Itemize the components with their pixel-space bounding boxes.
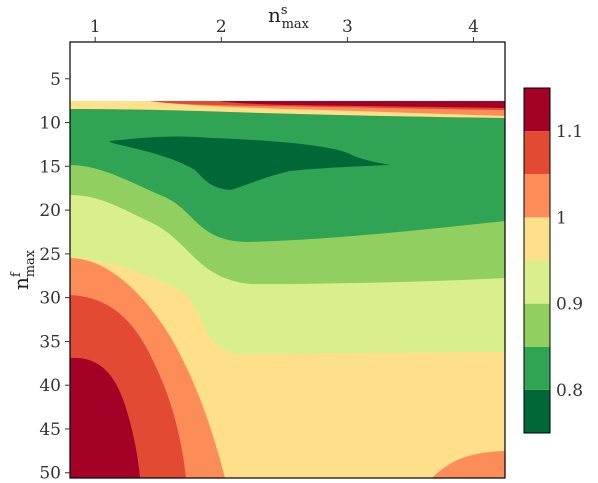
y-axis: 5 10 15 20 25 30 35 40 45 50	[39, 70, 70, 483]
y-tick-label: 30	[39, 289, 61, 309]
colorbar-tick-label: 0.9	[556, 295, 583, 315]
y-tick-label: 50	[39, 464, 61, 483]
x-axis: 1 2 3 4	[90, 17, 479, 42]
colorbar-segment	[524, 389, 550, 433]
region-orange-bottomright	[432, 451, 505, 478]
colorbar-segment	[524, 260, 550, 304]
region-darkestgreen	[109, 136, 390, 190]
y-tick-label: 10	[39, 114, 61, 134]
x-tick-label: 1	[90, 17, 101, 37]
axis-titles: ns max nfmax	[9, 3, 310, 290]
y-tick-label: 20	[39, 201, 61, 221]
y-tick-label: 40	[39, 376, 61, 396]
colorbar-border	[523, 87, 551, 434]
colorbar: 0.8 0.9 1 1.1	[523, 87, 583, 434]
colorbar-segment	[524, 131, 550, 175]
colorbar-tick-label: 1	[556, 208, 567, 228]
colorbar-tick-label: 1.1	[556, 122, 583, 142]
region-top-darkred	[220, 101, 505, 108]
y-axis-title: nfmax	[9, 249, 38, 290]
y-tick-label: 5	[50, 70, 61, 90]
colorbar-tick-label: 0.8	[556, 381, 583, 401]
y-tick-label: 25	[39, 245, 61, 265]
plot-border	[69, 41, 506, 479]
y-tick-label: 35	[39, 332, 61, 352]
colorbar-segment	[524, 303, 550, 347]
x-tick-label: 2	[216, 17, 227, 37]
plot-area	[69, 41, 506, 479]
x-tick-label: 4	[468, 17, 479, 37]
colorbar-segment	[524, 346, 550, 390]
colorbar-segment	[524, 88, 550, 132]
x-axis-title: ns max	[268, 3, 310, 32]
y-tick-label: 45	[39, 420, 61, 440]
colorbar-segment	[524, 217, 550, 261]
region-darkred	[70, 357, 140, 478]
x-tick-label: 3	[342, 17, 353, 37]
colorbar-segment	[524, 174, 550, 218]
y-tick-label: 15	[39, 157, 61, 177]
